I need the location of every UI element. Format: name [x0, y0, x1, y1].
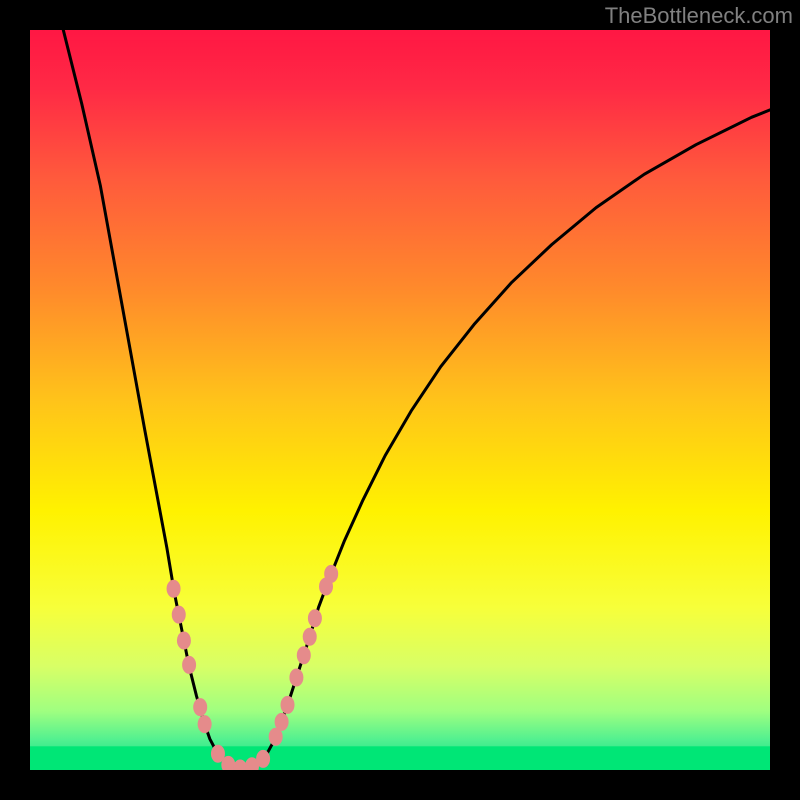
data-marker: [177, 632, 191, 650]
data-marker: [167, 580, 181, 598]
data-marker: [289, 669, 303, 687]
data-marker: [172, 606, 186, 624]
data-marker: [308, 609, 322, 627]
data-marker: [303, 628, 317, 646]
plot-area: [30, 30, 770, 770]
data-marker: [297, 646, 311, 664]
bottleneck-chart: [30, 30, 770, 770]
chart-background: [30, 30, 770, 770]
data-marker: [193, 698, 207, 716]
watermark-text: TheBottleneck.com: [605, 3, 793, 29]
data-marker: [275, 713, 289, 731]
data-marker: [182, 656, 196, 674]
data-marker: [281, 696, 295, 714]
data-marker: [256, 750, 270, 768]
data-marker: [198, 715, 212, 733]
data-marker: [324, 565, 338, 583]
optimal-band: [30, 746, 770, 770]
